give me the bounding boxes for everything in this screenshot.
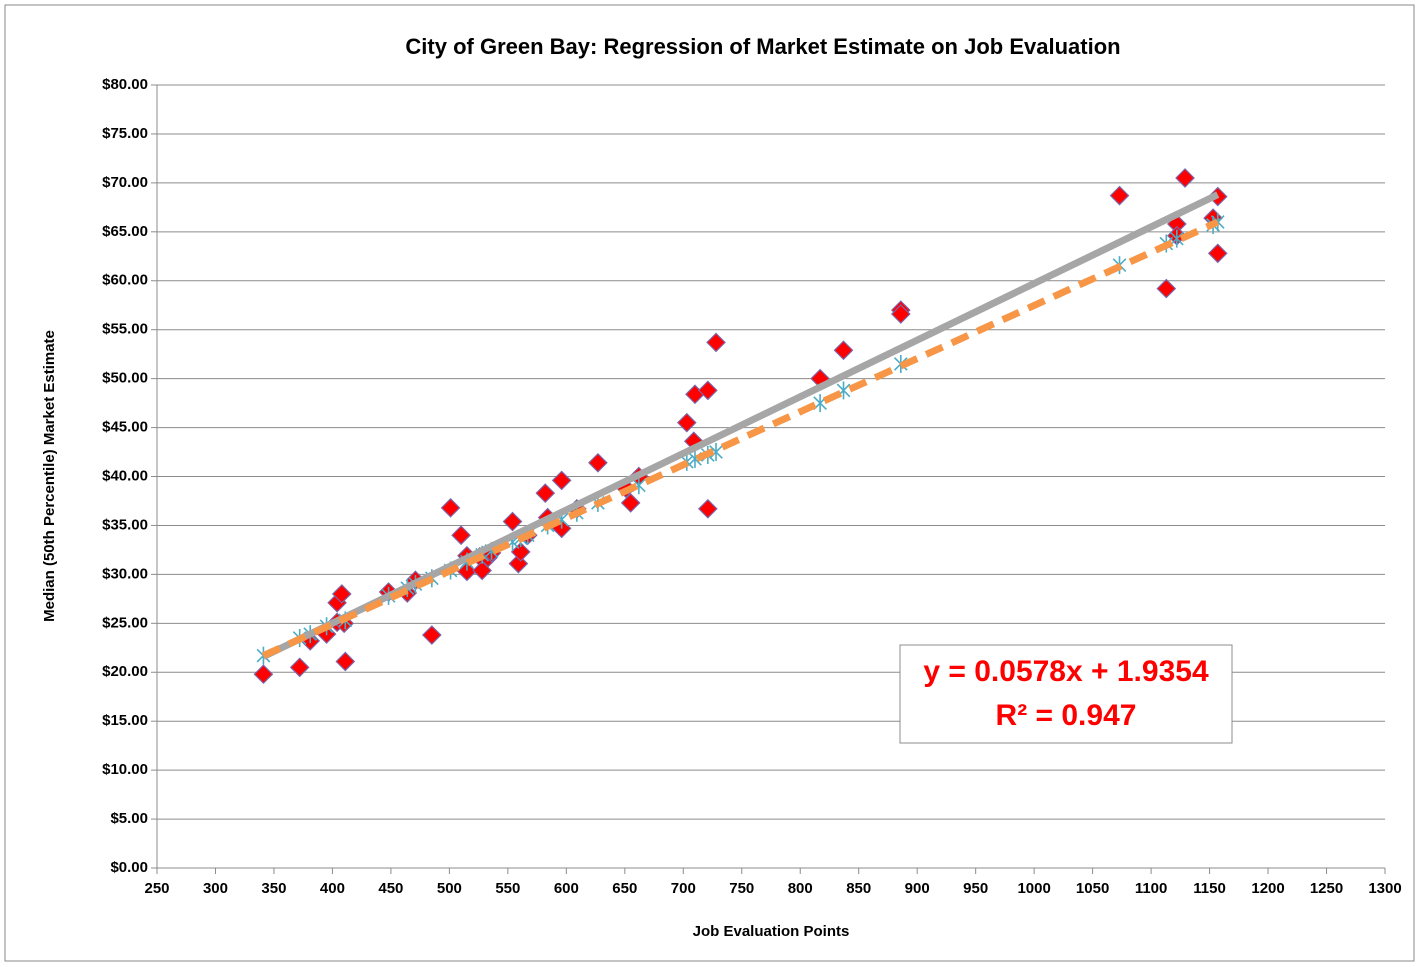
data-point <box>1156 278 1177 299</box>
x-tick-label: 750 <box>729 880 754 897</box>
annotation: y = 0.0578x + 1.9354 <box>923 655 1209 688</box>
data-point <box>697 380 718 401</box>
data-point <box>588 452 608 473</box>
x-tick-label: 400 <box>320 880 345 897</box>
x-tick-label: 1050 <box>1076 880 1109 897</box>
x-tick-label: 600 <box>554 880 579 897</box>
x-tick-label: 1150 <box>1193 880 1226 897</box>
y-tick-label: $60.00 <box>102 272 148 289</box>
x-tick-label: 1300 <box>1368 880 1401 897</box>
y-tick-label: $50.00 <box>102 370 148 387</box>
data-point <box>510 542 531 562</box>
y-tick-label: $15.00 <box>102 712 148 729</box>
x-tick-label: 300 <box>203 880 228 897</box>
data-point <box>472 560 492 581</box>
data-point <box>1175 168 1195 188</box>
data-point <box>697 498 718 519</box>
trend-line <box>261 218 1220 659</box>
chart-title: City of Green Bay: Regression of Market … <box>405 34 1120 59</box>
annotation-box <box>899 644 1233 744</box>
x-tick-label: 850 <box>846 880 871 897</box>
data-point <box>1109 185 1130 206</box>
data-point <box>890 304 911 324</box>
y-tick-label: $70.00 <box>102 174 148 191</box>
x-tick-label: 700 <box>671 880 696 897</box>
y-tick-label: $65.00 <box>102 223 148 240</box>
x-tick-label: 900 <box>905 880 930 897</box>
y-tick-label: $75.00 <box>102 125 148 142</box>
annotation: R² = 0.947 <box>996 699 1137 732</box>
x-tick-label: 250 <box>144 880 169 897</box>
x-tick-label: 1000 <box>1017 880 1050 897</box>
data-point <box>421 625 442 645</box>
y-tick-label: $5.00 <box>110 810 148 827</box>
x-tick-label: 950 <box>963 880 988 897</box>
x-tick-label: 450 <box>378 880 403 897</box>
y-tick-label: $25.00 <box>102 614 148 631</box>
y-tick-label: $35.00 <box>102 516 148 533</box>
y-tick-label: $20.00 <box>102 663 148 680</box>
predicted-point <box>709 443 723 462</box>
data-point <box>289 657 310 678</box>
y-tick-label: $55.00 <box>102 321 148 338</box>
data-point <box>440 497 461 518</box>
y-tick-label: $30.00 <box>102 565 148 582</box>
y-tick-label: $80.00 <box>102 76 148 93</box>
x-tick-label: 500 <box>437 880 462 897</box>
x-tick-label: 1200 <box>1251 880 1284 897</box>
x-tick-label: 800 <box>788 880 813 897</box>
data-point <box>535 483 556 503</box>
x-tick-label: 550 <box>495 880 520 897</box>
x-tick-label: 1250 <box>1310 880 1343 897</box>
data-point <box>706 332 726 353</box>
x-tick-label: 650 <box>612 880 637 897</box>
data-point <box>502 511 523 532</box>
data-point <box>833 340 854 361</box>
y-tick-label: $40.00 <box>102 467 148 484</box>
y-tick-label: $10.00 <box>102 761 148 778</box>
data-point <box>335 651 356 672</box>
predicted-point <box>1169 229 1184 248</box>
data-point <box>620 493 641 513</box>
y-tick-label: $45.00 <box>102 419 148 436</box>
data-point <box>331 584 352 604</box>
data-point <box>1207 243 1228 264</box>
data-point <box>676 412 697 433</box>
data-point <box>253 664 274 685</box>
data-point <box>451 525 471 546</box>
data-point <box>551 470 572 491</box>
x-axis-label: Job Evaluation Points <box>693 923 850 940</box>
y-axis-label: Median (50th Percentile) Market Estimate <box>41 330 58 622</box>
y-tick-label: $0.00 <box>110 859 148 876</box>
x-tick-label: 1100 <box>1135 880 1168 897</box>
chart-frame <box>4 4 1415 962</box>
x-tick-label: 350 <box>261 880 286 897</box>
